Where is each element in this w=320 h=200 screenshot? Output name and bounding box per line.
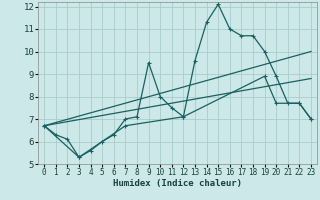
X-axis label: Humidex (Indice chaleur): Humidex (Indice chaleur) — [113, 179, 242, 188]
